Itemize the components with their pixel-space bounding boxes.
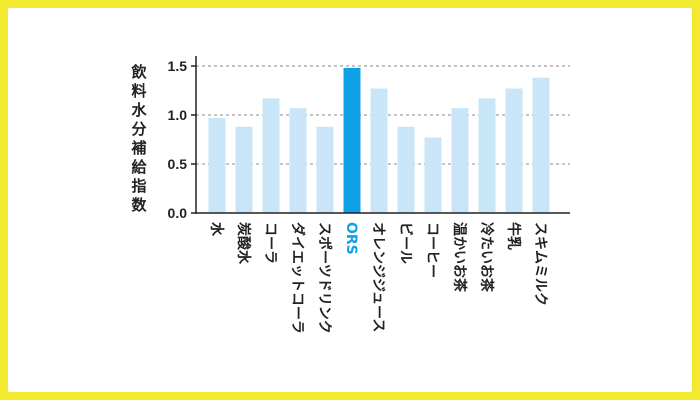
bar — [289, 108, 307, 213]
y-axis-label-char: 指 — [131, 177, 146, 195]
category-label: 炭酸水 — [235, 222, 252, 265]
category-labels: 水炭酸水 コーラ ダイエットコーラ スポーツドリンク ORS オレンジジュース ビール コーヒ… — [208, 222, 548, 334]
category-label: ダイエットコーラ — [289, 222, 306, 334]
bar — [370, 88, 388, 213]
y-tick-label: 0.5 — [168, 156, 188, 172]
bar — [235, 126, 253, 213]
category-label: スキムミルク — [532, 222, 548, 306]
bar — [262, 98, 280, 213]
bar — [343, 67, 361, 214]
category-label: 温かいお茶 — [451, 222, 468, 293]
y-tick-label: 0.0 — [168, 205, 188, 221]
bar-chart: 飲料水分補給指数 0.00.51.01.5 水炭酸水 コーラ ダイエットコーラ スポー… — [130, 56, 570, 334]
y-axis-label-char: 数 — [131, 196, 147, 214]
y-tick-label: 1.5 — [168, 58, 188, 74]
category-label: ビール — [397, 222, 413, 264]
y-tick-labels: 0.0 0.5 1.0 1.5 — [168, 58, 188, 221]
category-label: スポーツドリンク — [316, 222, 333, 334]
category-label: 牛乳 — [505, 222, 522, 250]
y-axis-label-char: 料 — [131, 82, 146, 100]
y-axis-label-char: 飲 — [130, 63, 147, 81]
y-tick-label: 1.0 — [168, 107, 188, 123]
chart-panel: 飲料水分補給指数 0.0 0.5 1.0 1.5 水炭酸水 コーラ ダイエットコーラ スポー… — [8, 8, 692, 392]
bar — [397, 126, 415, 213]
bar — [424, 137, 442, 213]
category-label: オレンジジュース — [370, 222, 386, 332]
bar — [505, 88, 523, 213]
bar — [451, 108, 469, 213]
bar — [208, 117, 226, 213]
bars — [208, 67, 550, 214]
category-label: コーヒー — [424, 222, 440, 278]
bar — [316, 126, 334, 213]
category-label: ORS — [343, 222, 359, 255]
category-label: 冷たいお茶 — [478, 222, 495, 293]
bar — [532, 77, 550, 213]
category-label: 水 — [208, 222, 225, 237]
axes — [191, 56, 570, 214]
y-axis-label-char: 分 — [131, 120, 146, 138]
bar — [478, 98, 496, 213]
y-axis-label-char: 補 — [130, 139, 146, 157]
y-axis-label-char: 給 — [131, 158, 147, 176]
category-label: コーラ — [262, 222, 278, 264]
y-axis-label-char: 水 — [131, 101, 147, 119]
